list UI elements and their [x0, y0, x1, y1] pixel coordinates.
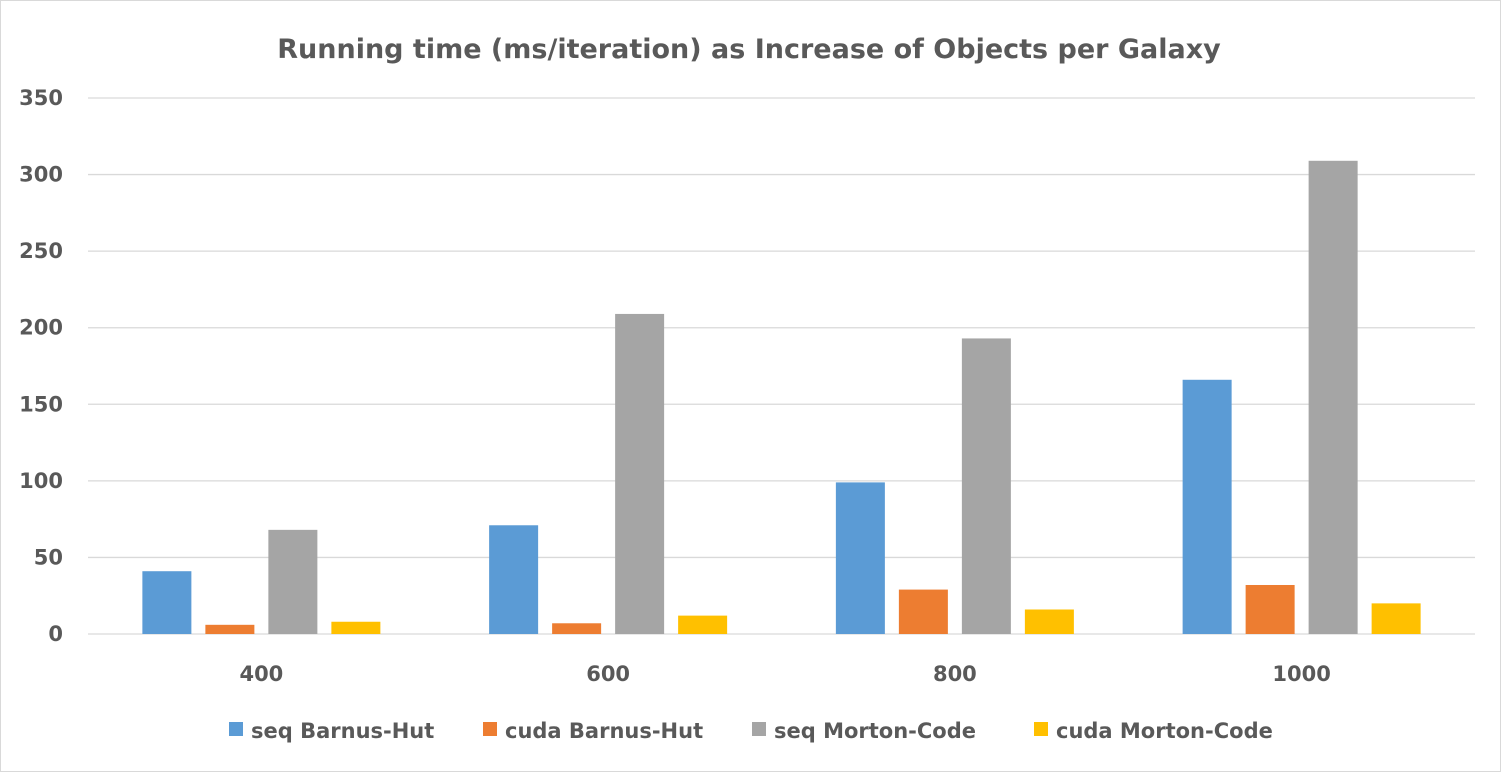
bar-cuda-barnus-hut-800 [898, 589, 948, 634]
x-tick-label: 600 [586, 662, 630, 686]
bar-seq-barnus-hut-400 [142, 571, 192, 634]
x-axis-ticks: 400 600 800 1000 [239, 662, 1330, 686]
y-tick-label: 300 [19, 163, 63, 187]
legend-label: cuda Morton-Code [1056, 719, 1273, 743]
legend-label: seq Morton-Code [774, 719, 976, 743]
bar-seq-barnus-hut-800 [835, 482, 885, 634]
bar-cuda-barnus-hut-1000 [1245, 584, 1295, 634]
legend-swatch [229, 722, 243, 736]
bar-cuda-morton-code-400 [331, 621, 381, 634]
y-tick-label: 200 [19, 316, 63, 340]
y-tick-label: 250 [19, 239, 63, 263]
y-tick-label: 150 [19, 392, 63, 416]
bar-seq-morton-code-600 [615, 313, 665, 634]
y-tick-label: 350 [19, 86, 63, 110]
y-tick-label: 100 [19, 469, 63, 493]
bar-seq-morton-code-1000 [1308, 160, 1358, 634]
bar-cuda-barnus-hut-400 [205, 624, 255, 634]
bar-cuda-morton-code-1000 [1371, 603, 1421, 634]
x-tick-label: 800 [933, 662, 977, 686]
bars [142, 160, 1421, 634]
x-tick-label: 1000 [1272, 662, 1330, 686]
gridlines [88, 97, 1475, 635]
bar-cuda-barnus-hut-600 [552, 623, 602, 634]
y-axis-ticks: 0 50 100 150 200 250 300 350 [19, 86, 63, 646]
legend-swatch [483, 722, 497, 736]
bar-seq-barnus-hut-600 [489, 525, 539, 634]
legend: seq Barnus-Hut cuda Barnus-Hut seq Morton-… [229, 719, 1273, 743]
bar-seq-morton-code-400 [268, 529, 318, 634]
legend-label: seq Barnus-Hut [251, 719, 434, 743]
bar-cuda-morton-code-800 [1024, 609, 1074, 634]
bar-seq-morton-code-800 [961, 338, 1011, 634]
legend-swatch [752, 722, 766, 736]
legend-label: cuda Barnus-Hut [505, 719, 703, 743]
chart-title: Running time (ms/iteration) as Increase … [277, 34, 1221, 65]
legend-swatch [1034, 722, 1048, 736]
x-tick-label: 400 [239, 662, 283, 686]
bar-cuda-morton-code-600 [678, 615, 728, 634]
bar-seq-barnus-hut-1000 [1182, 379, 1232, 634]
y-tick-label: 0 [48, 622, 63, 646]
y-tick-label: 50 [34, 545, 63, 569]
